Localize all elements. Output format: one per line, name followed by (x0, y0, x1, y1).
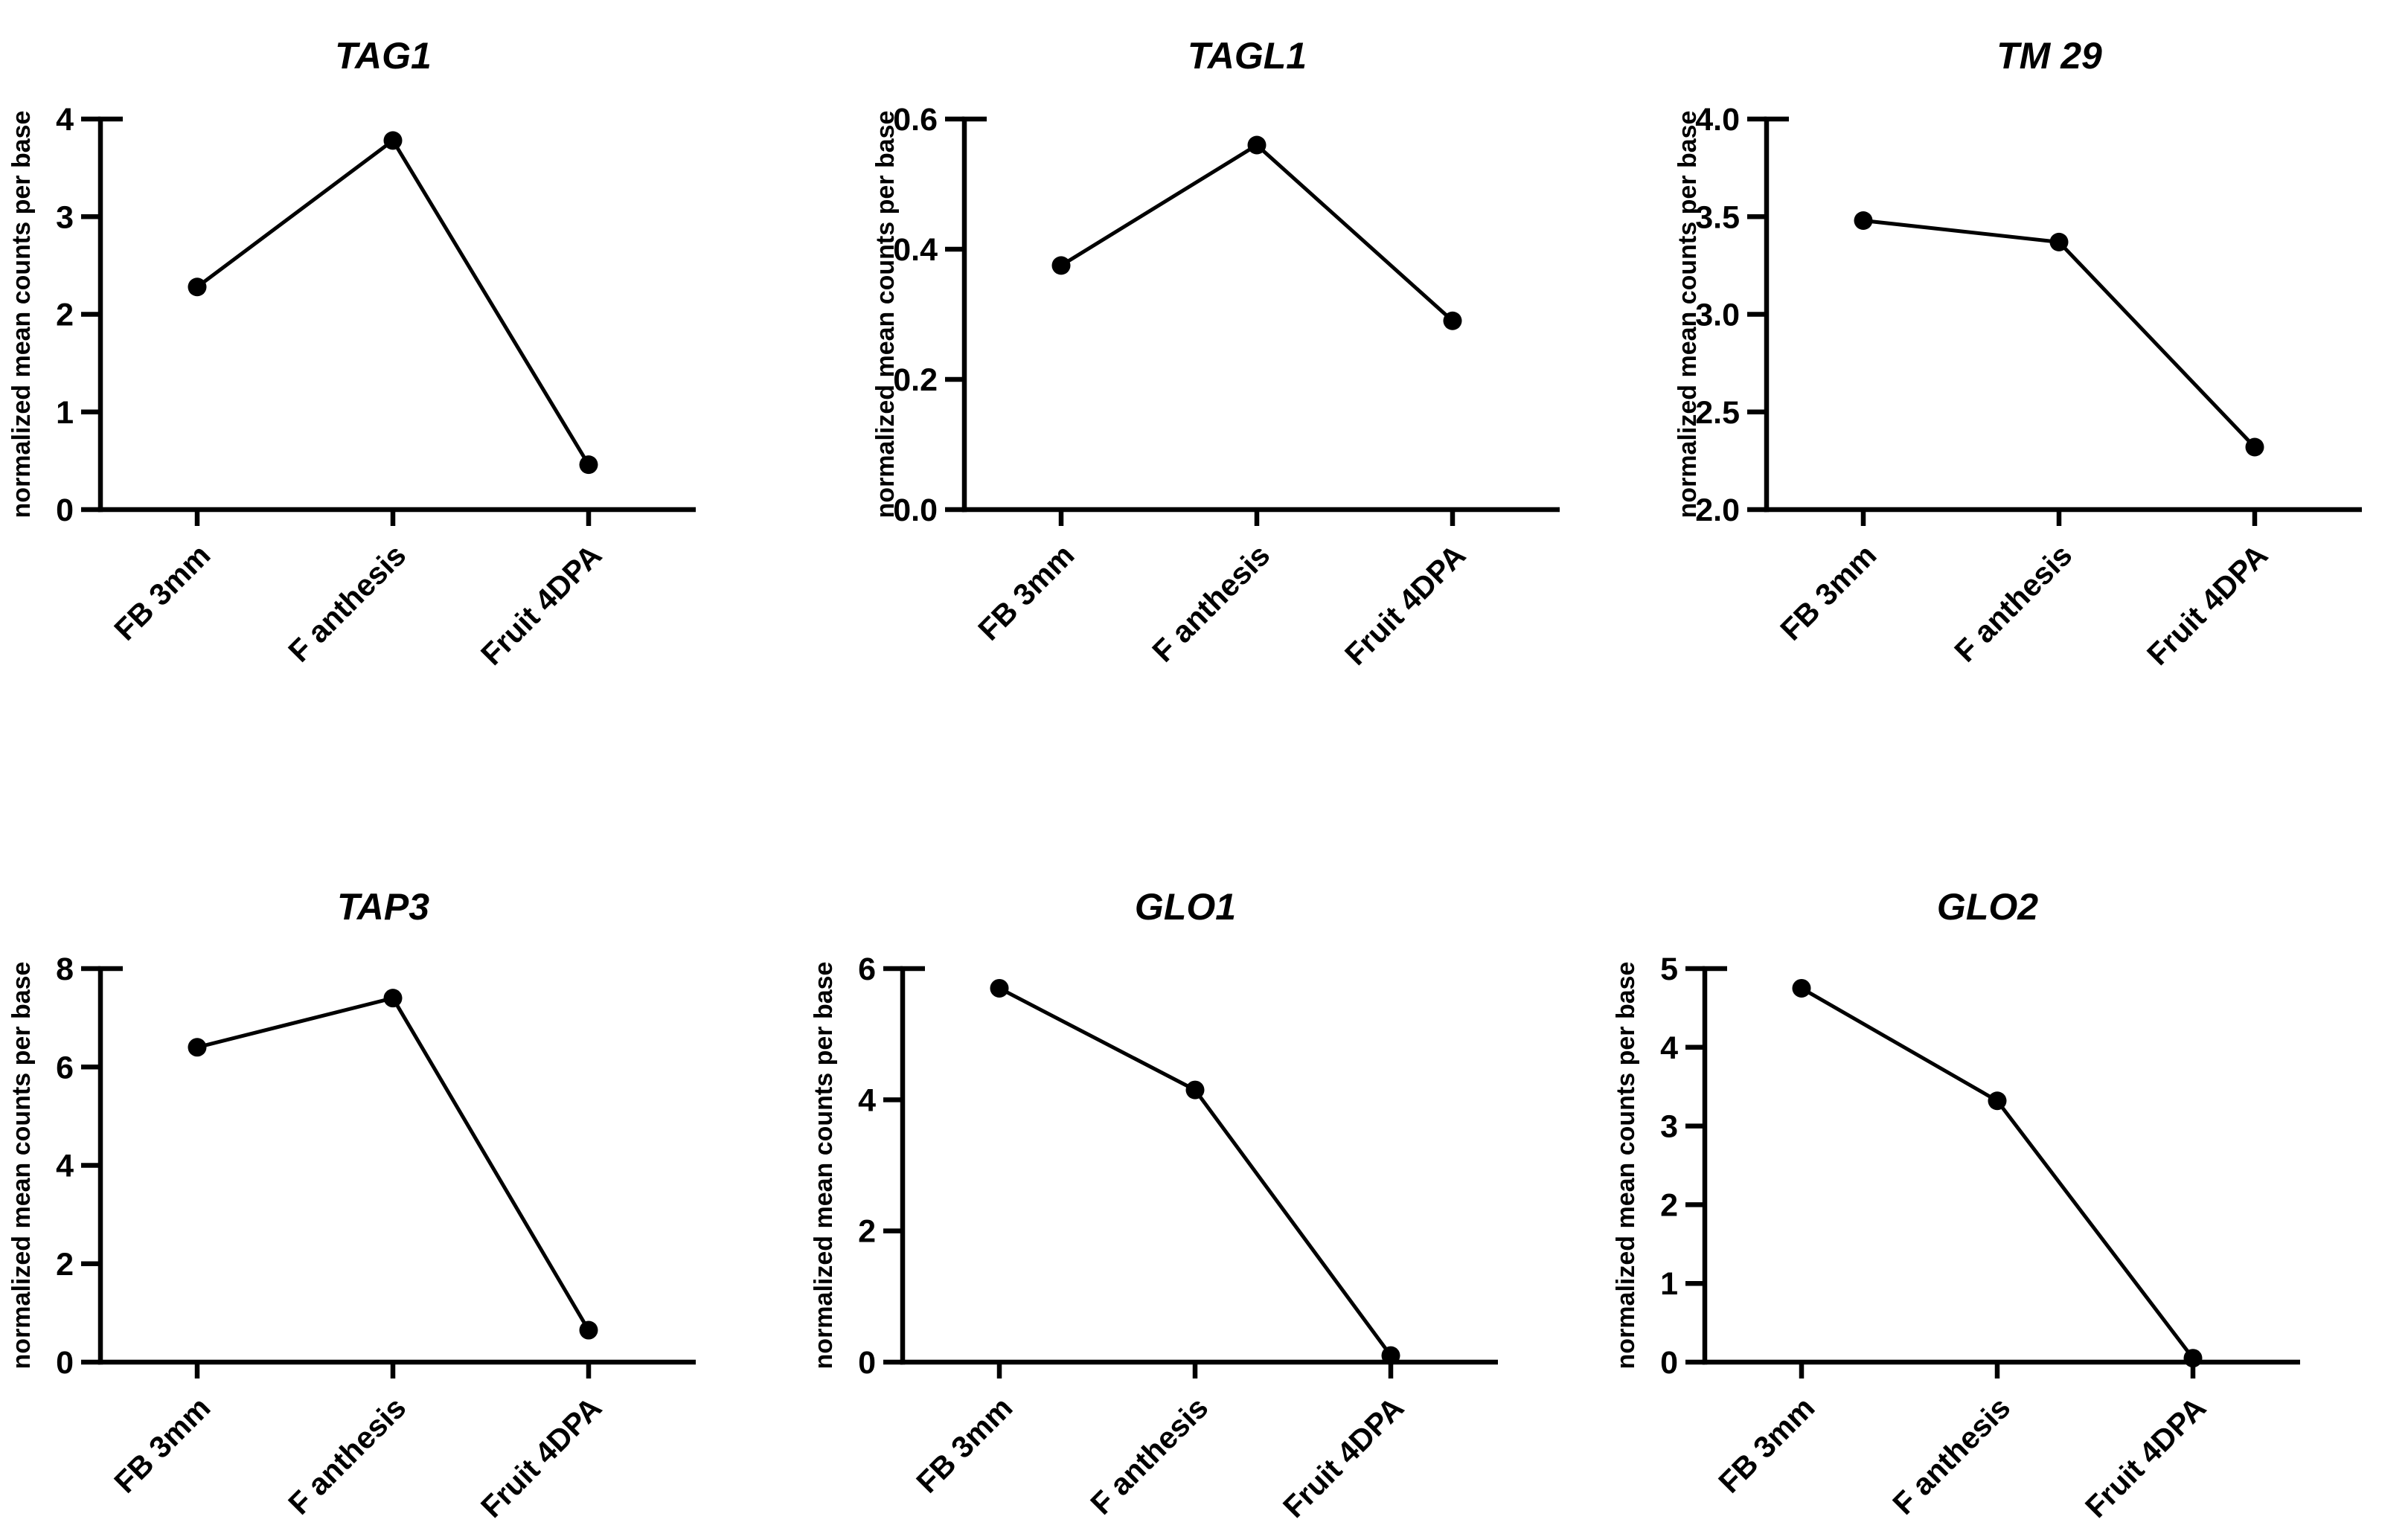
x-category-label: F anthesis (1145, 538, 1276, 669)
y-tick-label: 2.5 (1695, 395, 1740, 431)
data-point-marker (579, 1320, 598, 1340)
y-axis-label: normalized mean counts per base (1612, 962, 1640, 1370)
chart-panel: TM 29 2.0 2.5 3.0 3.5 4.0 FB 3mm F anthesis Frui… (1604, 0, 2407, 763)
y-tick-label: 3.0 (1695, 298, 1740, 333)
x-category-label: Fruit 4DPA (1276, 1390, 1410, 1524)
y-tick-label: 3.5 (1695, 199, 1740, 235)
y-axis-label: normalized mean counts per base (1674, 111, 1702, 519)
chart-title: GLO2 (1937, 886, 2038, 928)
y-tick-label: 4 (56, 1149, 74, 1184)
chart-plot-area: GLO2 0 1 2 3 4 5 FB 3mm F anthesis Fruit 4DPA norm… (1612, 886, 2300, 1524)
x-category-label: Fruit 4DPA (1338, 538, 1472, 672)
data-point-marker (383, 131, 403, 150)
chart-panel: GLO1 0 2 4 6 FB 3mm F anthesis Fruit 4DPA normal… (802, 763, 1604, 1527)
x-category-label: Fruit 4DPA (474, 538, 608, 672)
y-tick-label: 4.0 (1695, 102, 1740, 138)
series-line (998, 986, 1393, 1357)
x-category-label: F anthesis (1886, 1390, 2017, 1521)
data-point-marker (579, 455, 598, 475)
y-tick-label: 0.2 (893, 362, 938, 398)
data-point-marker (188, 277, 207, 297)
y-tick-label: 0 (56, 1345, 74, 1381)
data-point-marker (1854, 211, 1873, 230)
chart-panel: TAGL1 0.0 0.2 0.4 0.6 FB 3mm F anthesis Fruit 4… (802, 0, 1604, 763)
data-point-marker (1443, 311, 1462, 330)
chart-plot-area: TAP3 0 2 4 6 8 FB 3mm F anthesis Fruit 4DPA norma… (7, 886, 696, 1524)
chart-title: TAG1 (335, 35, 432, 77)
data-point-marker (1051, 256, 1071, 275)
y-tick-label: 4 (1660, 1030, 1678, 1066)
y-tick-label: 0.0 (893, 492, 938, 528)
y-tick-label: 1 (1660, 1266, 1678, 1302)
chart-plot-area: TM 29 2.0 2.5 3.0 3.5 4.0 FB 3mm F anthesis Frui… (1674, 35, 2362, 672)
data-point-marker (188, 1038, 207, 1057)
data-point-marker (1988, 1091, 2007, 1111)
y-tick-label: 2 (858, 1214, 876, 1250)
data-point-marker (2049, 232, 2069, 251)
x-category-label: FB 3mm (1711, 1390, 1821, 1500)
x-category-label: FB 3mm (909, 1390, 1019, 1500)
y-axis-label: normalized mean counts per base (7, 962, 36, 1370)
y-axis-label: normalized mean counts per base (871, 111, 900, 519)
y-axis-label: normalized mean counts per base (7, 111, 36, 519)
chart-panel: GLO2 0 1 2 3 4 5 FB 3mm F anthesis Fruit 4DPA norm… (1604, 763, 2407, 1527)
y-tick-label: 3 (56, 199, 74, 235)
series-line (196, 995, 591, 1332)
x-category-label: Fruit 4DPA (2140, 538, 2274, 672)
data-point-marker (1185, 1080, 1205, 1100)
x-category-label: FB 3mm (107, 538, 217, 647)
data-point-marker (1792, 978, 1811, 998)
data-point-marker (1247, 135, 1267, 155)
y-tick-label: 4 (56, 102, 74, 138)
data-point-marker (1381, 1346, 1400, 1365)
y-tick-label: 2.0 (1695, 492, 1740, 528)
y-tick-label: 2 (56, 298, 74, 333)
x-category-label: FB 3mm (107, 1390, 217, 1500)
y-tick-label: 1 (56, 395, 74, 431)
chart-panel: TAP3 0 2 4 6 8 FB 3mm F anthesis Fruit 4DPA norma… (0, 763, 802, 1527)
chart-plot-area: TAGL1 0.0 0.2 0.4 0.6 FB 3mm F anthesis Fruit 4… (871, 35, 1560, 672)
y-tick-label: 0.4 (893, 232, 938, 268)
series-line (196, 138, 591, 466)
chart-plot-area: GLO1 0 2 4 6 FB 3mm F anthesis Fruit 4DPA normal… (810, 886, 1498, 1524)
y-tick-label: 5 (1660, 951, 1678, 987)
series-line (1060, 142, 1454, 323)
chart-plot-area: TAG1 0 1 2 3 4 FB 3mm F anthesis Fruit 4DPA norma… (7, 35, 696, 672)
chart-title: TAGL1 (1188, 35, 1307, 77)
data-point-marker (990, 978, 1009, 998)
series-line (1863, 219, 2256, 449)
x-category-label: F anthesis (281, 1390, 412, 1521)
x-category-label: FB 3mm (1773, 538, 1883, 647)
x-category-label: Fruit 4DPA (474, 1390, 608, 1524)
series-line (1800, 986, 2194, 1360)
y-tick-label: 6 (858, 951, 876, 987)
y-tick-label: 8 (56, 951, 74, 987)
y-tick-label: 0 (858, 1345, 876, 1381)
y-tick-label: 2 (56, 1247, 74, 1283)
chart-title: TAP3 (337, 886, 429, 928)
x-category-label: F anthesis (1083, 1390, 1214, 1521)
data-point-marker (2183, 1349, 2203, 1368)
y-tick-label: 0 (56, 492, 74, 528)
x-category-label: F anthesis (1947, 538, 2078, 669)
x-category-label: FB 3mm (971, 538, 1080, 647)
y-tick-label: 4 (858, 1082, 876, 1118)
y-tick-label: 0.6 (893, 102, 938, 138)
y-tick-label: 3 (1660, 1109, 1678, 1145)
chart-panel: TAG1 0 1 2 3 4 FB 3mm F anthesis Fruit 4DPA norma… (0, 0, 802, 763)
data-point-marker (383, 989, 403, 1008)
chart-title: TM 29 (1996, 35, 2102, 77)
y-axis-label: normalized mean counts per base (810, 962, 838, 1370)
y-tick-label: 6 (56, 1050, 74, 1085)
chart-title: GLO1 (1135, 886, 1236, 928)
y-tick-label: 2 (1660, 1187, 1678, 1223)
data-point-marker (2245, 437, 2264, 457)
x-category-label: Fruit 4DPA (2078, 1390, 2212, 1524)
y-tick-label: 0 (1660, 1345, 1678, 1381)
x-category-label: F anthesis (281, 538, 412, 669)
